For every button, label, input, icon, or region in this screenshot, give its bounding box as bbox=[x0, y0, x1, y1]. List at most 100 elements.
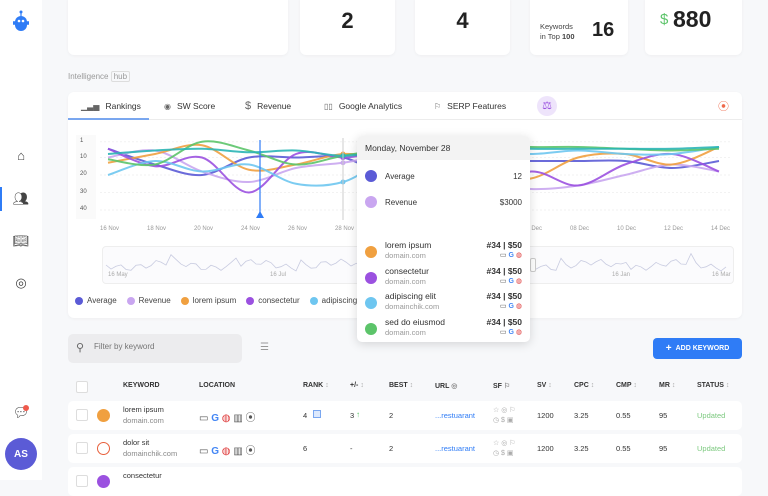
tab-rankings[interactable]: ▁▃▅ Rankings bbox=[81, 92, 141, 120]
rank-value: 6 bbox=[303, 444, 308, 453]
column-header-cmp[interactable]: CMP ↕ bbox=[616, 382, 637, 389]
tooltip-value: $50 bbox=[507, 316, 522, 327]
arrow-up-icon: ↑ bbox=[356, 410, 360, 419]
stat-card-1 bbox=[68, 0, 288, 55]
sort-icon[interactable]: ↕ bbox=[590, 382, 595, 389]
robot-logo-icon[interactable] bbox=[12, 10, 30, 34]
legend-item[interactable]: consectetur bbox=[246, 296, 300, 305]
x-tick-label: 18 Nov bbox=[147, 226, 167, 232]
tooltip-domain: domainchik.com bbox=[385, 302, 440, 312]
column-header-url[interactable]: URL ◎ bbox=[435, 382, 457, 390]
column-header-cpc[interactable]: CPC ↕ bbox=[574, 382, 594, 389]
sort-icon[interactable]: ↕ bbox=[360, 382, 364, 389]
url-link[interactable]: ...restuarant bbox=[435, 411, 476, 420]
column-header-mr[interactable]: MR ↕ bbox=[659, 382, 675, 389]
series-dot bbox=[365, 322, 377, 335]
serp-feature-icons: ☆ ◎ ⚐ ◷ $ ▣ bbox=[493, 440, 516, 457]
sort-icon[interactable]: ↕ bbox=[548, 382, 552, 389]
tooltip-value: $50 bbox=[507, 265, 522, 276]
navigator-tick-label: 16 Jul bbox=[270, 272, 287, 278]
legend-item[interactable]: Revenue bbox=[126, 296, 171, 305]
url-link[interactable]: ...restuarant bbox=[435, 444, 476, 453]
users-icon[interactable]: 👥︎ bbox=[12, 191, 30, 206]
sort-icon[interactable]: ↕ bbox=[409, 382, 414, 389]
keyword-cell: lorem ipsum domain.com bbox=[123, 405, 164, 425]
tooltip-label: Average bbox=[385, 172, 415, 181]
column-header-best[interactable]: BEST ↕ bbox=[389, 382, 413, 389]
table-row[interactable]: consectetur bbox=[68, 467, 742, 496]
home-icon[interactable]: ⌂ bbox=[17, 148, 25, 163]
list-view-icon[interactable]: ☰ bbox=[260, 342, 269, 353]
tab-label: Rankings bbox=[105, 101, 141, 111]
column-header-sf[interactable]: SF ⚐ bbox=[493, 382, 510, 390]
keyword-color-dot bbox=[97, 475, 110, 488]
tooltip-keyword-item: lorem ipsum domain.com #34 | $50 ▭ G ◍ bbox=[365, 240, 522, 264]
sidebar: ⌂ 👥︎ 📖︎ ◎ 💬︎ AS bbox=[0, 0, 42, 480]
y-tick-label: 40 bbox=[80, 206, 87, 212]
row-checkbox[interactable] bbox=[76, 409, 88, 421]
row-checkbox[interactable] bbox=[76, 442, 88, 454]
best-rank: 2 bbox=[389, 444, 394, 453]
table-row[interactable]: lorem ipsum domain.com ▭ G ◍ ▥ ⦿ 4 3 ↑ 2 ...res… bbox=[68, 401, 742, 430]
google-icon: G bbox=[508, 303, 514, 311]
tab-label: SW Score bbox=[176, 101, 216, 111]
tab-label: Google Analytics bbox=[338, 101, 403, 111]
plus-icon: + bbox=[665, 343, 672, 354]
tab-revenue[interactable]: $ Revenue bbox=[245, 92, 291, 120]
chat-notification-icon[interactable]: 💬︎ bbox=[12, 405, 30, 420]
table-row[interactable]: dolor sit domainchik.com ▭ G ◍ ▥ ⦿ 6 - 2 ...re… bbox=[68, 434, 742, 463]
tooltip-domain: domain.com bbox=[385, 251, 426, 260]
map-icon: ▥ bbox=[233, 446, 243, 457]
book-icon[interactable]: 📖︎ bbox=[12, 233, 30, 248]
marker-triangle-icon[interactable] bbox=[256, 211, 264, 218]
stat-label-bold: 100 bbox=[561, 32, 575, 41]
support-icon[interactable]: ◎ bbox=[15, 275, 27, 290]
y-tick-label: 20 bbox=[80, 171, 87, 177]
keyword-domain: domain.com bbox=[123, 416, 164, 425]
sort-icon[interactable]: ↕ bbox=[671, 382, 676, 389]
x-tick-label: 12 Dec bbox=[664, 226, 684, 232]
select-all-checkbox[interactable] bbox=[76, 381, 88, 393]
filter-input[interactable]: ⚲ bbox=[68, 334, 242, 363]
sort-icon[interactable]: ↕ bbox=[725, 382, 730, 389]
legend-item[interactable]: Average bbox=[75, 296, 117, 305]
column-header-status[interactable]: STATUS ↕ bbox=[697, 382, 729, 389]
legend-item[interactable]: adipiscing bbox=[309, 296, 357, 305]
location-pin-icon[interactable]: ⦿ bbox=[718, 101, 729, 113]
tab-sw-score[interactable]: ◉ SW Score bbox=[164, 92, 215, 120]
x-tick-label: 10 Dec bbox=[617, 226, 637, 232]
rank-change: 3 bbox=[350, 411, 355, 420]
scales-icon[interactable]: ⚖ bbox=[537, 96, 557, 116]
column-header-rank[interactable]: RANK ↕ bbox=[303, 382, 329, 389]
rank-image-icon bbox=[313, 410, 321, 418]
legend-dot bbox=[75, 296, 83, 305]
column-header-sv[interactable]: SV ↕ bbox=[537, 382, 552, 389]
column-header-location[interactable]: LOCATION bbox=[199, 382, 235, 389]
globe-icon: ◎ bbox=[451, 383, 458, 390]
filter-keyword-field[interactable] bbox=[94, 342, 234, 351]
x-tick-label: 20 Nov bbox=[194, 226, 214, 232]
tooltip-rank: #34 bbox=[486, 291, 501, 302]
sort-icon[interactable]: ↕ bbox=[633, 382, 637, 389]
section-title-text: Intelligence bbox=[68, 72, 109, 81]
tooltip-value: $50 bbox=[507, 291, 522, 302]
sort-icon[interactable]: ↕ bbox=[325, 382, 329, 389]
location-icons: ▭ G ◍ ▥ ⦿ bbox=[199, 409, 256, 424]
navigator-handle[interactable] bbox=[530, 258, 536, 272]
tooltip-rank: #34 bbox=[486, 316, 501, 327]
x-tick-label: 06 Dec bbox=[523, 226, 543, 232]
add-keyword-button[interactable]: + ADD KEYWORD bbox=[653, 338, 742, 359]
location-icons: ▭ G ◍ ▥ ⦿ bbox=[199, 442, 256, 457]
tab-serp-features[interactable]: ⚐ SERP Features bbox=[434, 92, 506, 120]
row-checkbox[interactable] bbox=[76, 475, 88, 487]
x-tick-label: 28 Nov bbox=[335, 226, 355, 232]
tab-google-analytics[interactable]: ▯▯ Google Analytics bbox=[324, 92, 402, 120]
keyword-cell: dolor sit domainchik.com bbox=[123, 438, 177, 458]
legend-item[interactable]: lorem ipsum bbox=[180, 296, 236, 305]
column-header-[interactable]: +/- ↕ bbox=[350, 382, 364, 389]
rank-change: - bbox=[350, 444, 353, 453]
column-header-keyword[interactable]: KEYWORD bbox=[123, 382, 160, 389]
google-icon: G bbox=[211, 413, 220, 424]
stat-value: 880 bbox=[673, 6, 712, 32]
avatar[interactable]: AS bbox=[5, 438, 37, 470]
